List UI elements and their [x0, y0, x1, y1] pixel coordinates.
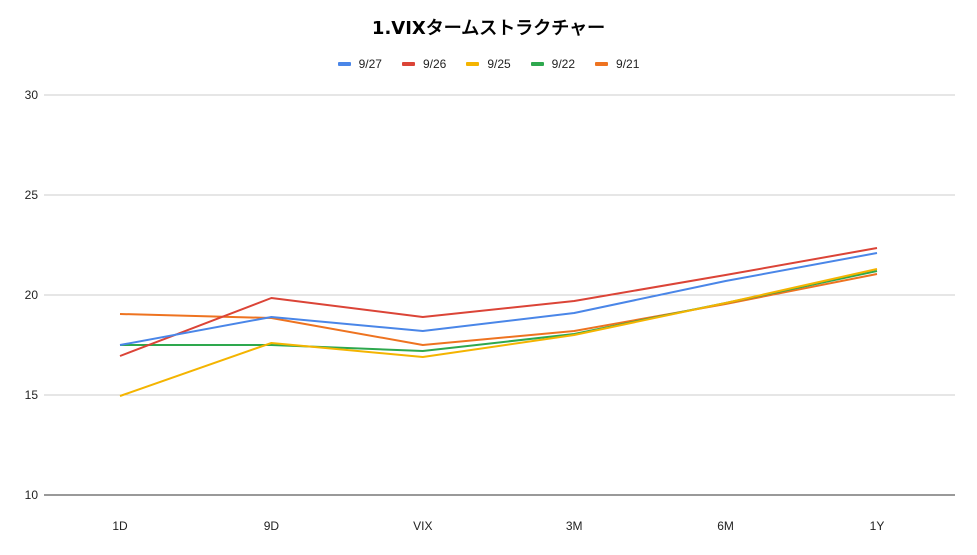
- series-line-9-21[interactable]: [119, 273, 878, 346]
- legend-label: 9/22: [551, 57, 576, 71]
- legend-swatch: [337, 62, 351, 66]
- x-tick-label: 3M: [566, 519, 583, 533]
- y-tick-label: 30: [25, 88, 39, 102]
- legend-swatch: [401, 62, 415, 66]
- y-tick-label: 10: [25, 488, 39, 502]
- y-tick-label: 20: [25, 288, 39, 302]
- series-line-9-27[interactable]: [119, 252, 878, 346]
- legend-label: 9/25: [487, 57, 511, 71]
- x-tick-label: 9D: [264, 519, 280, 533]
- legend-label: 9/27: [358, 57, 382, 71]
- x-tick-label: 6M: [717, 519, 734, 533]
- legend-label: 9/26: [422, 57, 447, 71]
- legend-swatch: [595, 62, 609, 66]
- legend-item-9-27[interactable]: 9/27: [337, 57, 382, 71]
- legend-item-9-22[interactable]: 9/22: [530, 57, 576, 71]
- y-tick-label: 25: [25, 188, 39, 202]
- x-tick-label: 1Y: [870, 519, 885, 533]
- chart-title: 1.VIXタームストラクチャー: [371, 18, 606, 39]
- series-line-9-25[interactable]: [119, 268, 878, 397]
- series-line-9-26[interactable]: [119, 247, 878, 357]
- legend-label: 9/21: [616, 57, 640, 71]
- x-tick-label: 1D: [112, 519, 128, 533]
- legend-item-9-21[interactable]: 9/21: [595, 57, 639, 71]
- legend-swatch: [466, 62, 480, 66]
- legend-item-9-25[interactable]: 9/25: [466, 57, 511, 71]
- x-tick-label: VIX: [413, 519, 432, 533]
- y-tick-label: 15: [25, 388, 39, 402]
- legend-swatch: [530, 62, 544, 66]
- chart-legend: 9/27 9/26 9/25 9/22 9/21: [0, 57, 977, 71]
- legend-item-9-26[interactable]: 9/26: [401, 57, 447, 71]
